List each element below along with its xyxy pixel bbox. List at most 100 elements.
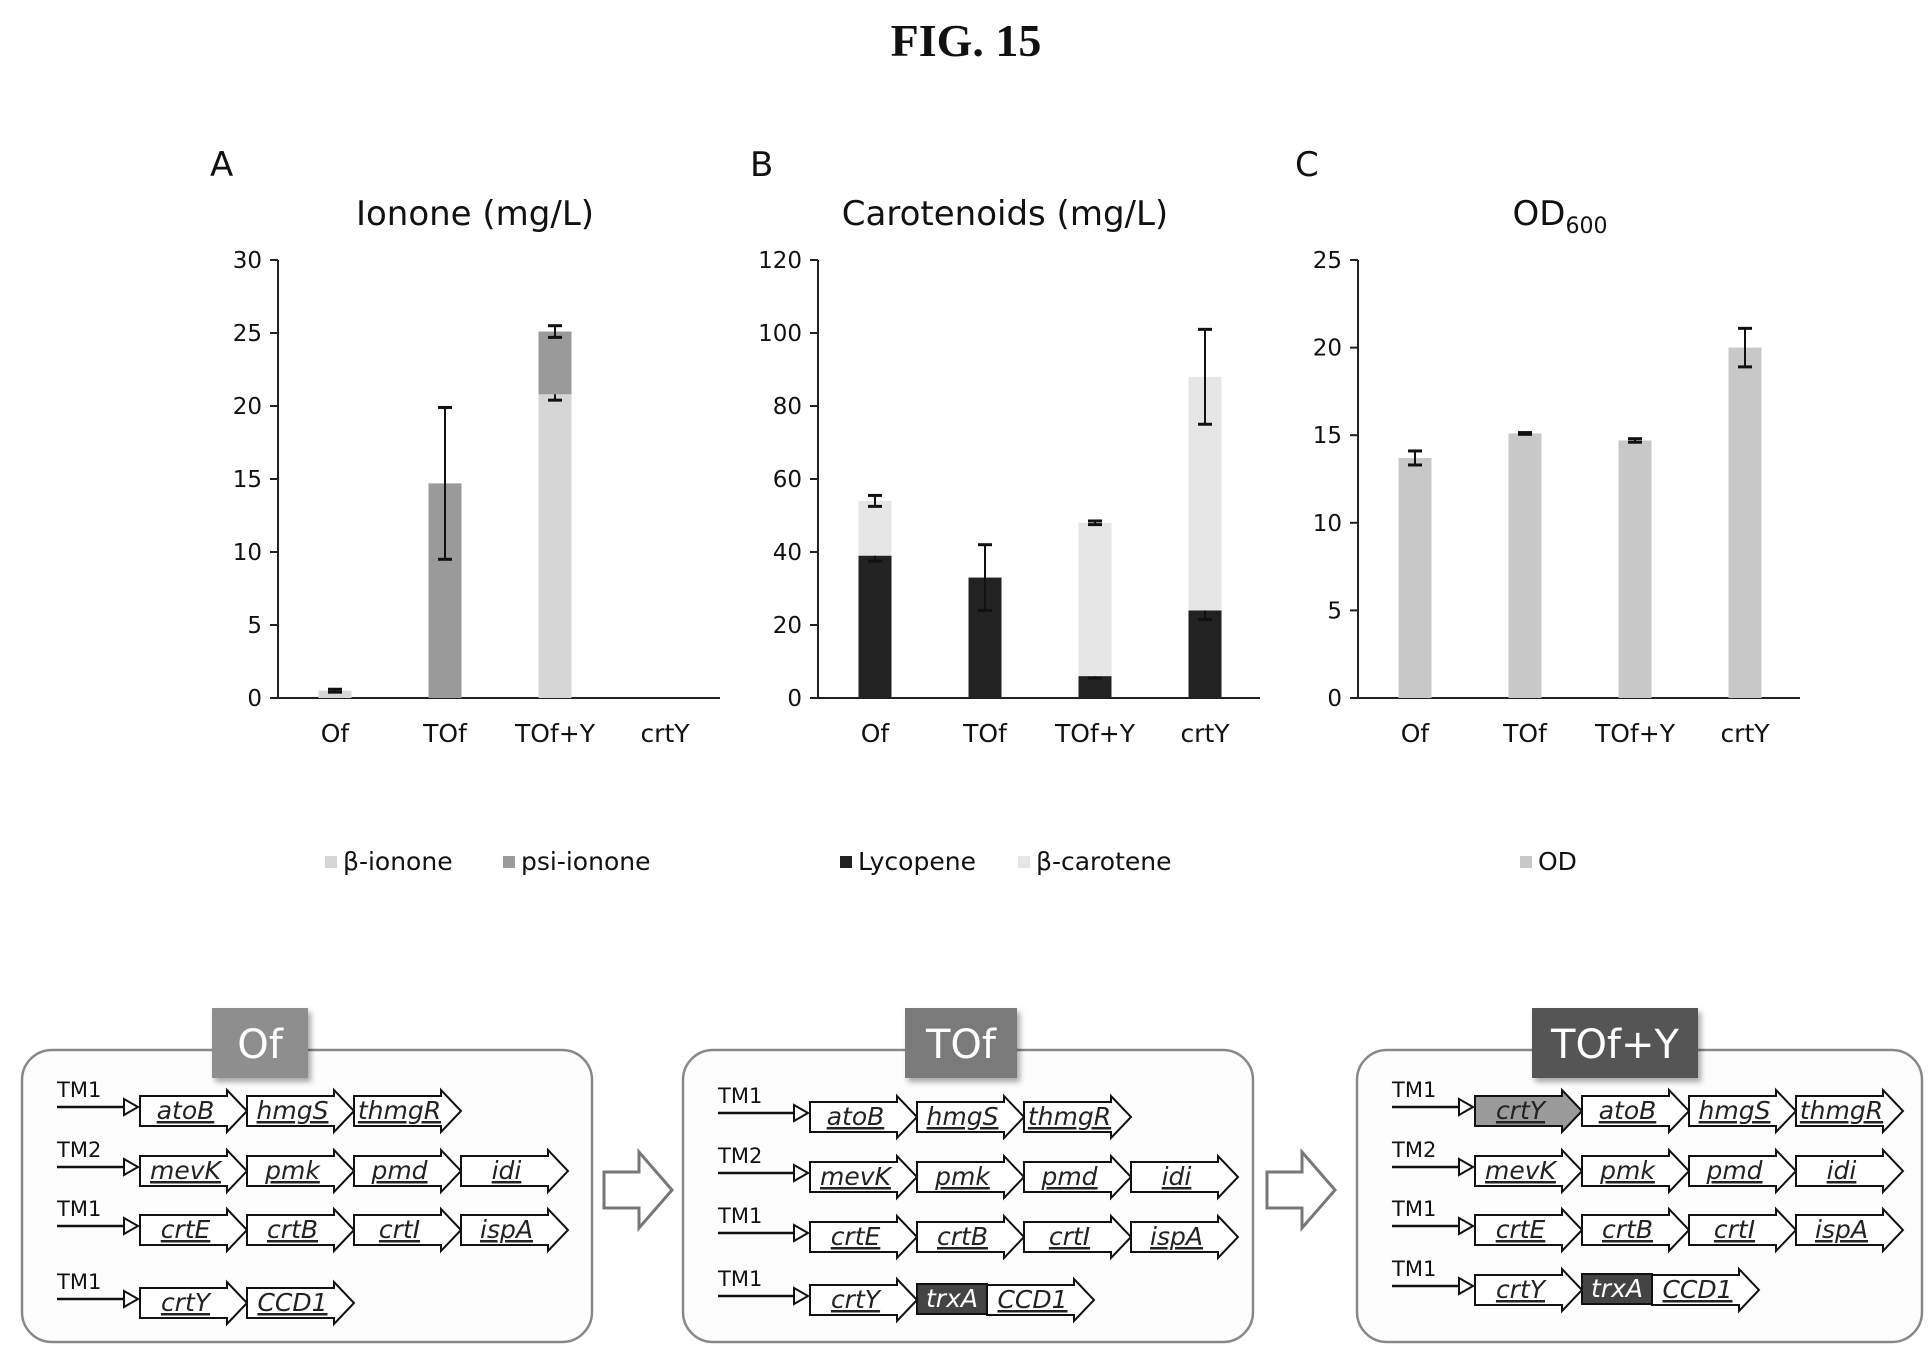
gene-label: atoB	[1599, 1096, 1657, 1125]
promoter-label: TM1	[56, 1197, 101, 1221]
strain-tag: Of	[212, 1008, 308, 1078]
legend-swatch	[1520, 856, 1532, 868]
gene-arrow	[1581, 1087, 1691, 1135]
gene-label: crtY	[1496, 1275, 1547, 1304]
y-tick-label: 0	[1327, 686, 1342, 712]
category-label: TOf	[962, 719, 1008, 748]
transition-arrow	[602, 1147, 674, 1233]
bar-c-0-0	[1398, 457, 1432, 698]
operon-row: TM2 mevK pmk pmd idi	[1391, 1138, 1905, 1195]
promoter-arrow	[123, 1289, 141, 1309]
y-tick-label: 20	[233, 394, 262, 420]
gene-arrow	[246, 1087, 356, 1135]
category-label: crtY	[1180, 719, 1230, 748]
bar-b-1-2	[1078, 522, 1112, 677]
category-label: Of	[1401, 719, 1431, 748]
panel-letter: B	[750, 145, 773, 185]
promoter-arrow	[123, 1097, 141, 1117]
promoter-label: TM2	[717, 1144, 762, 1168]
y-tick-label: 5	[1327, 598, 1342, 624]
promoter-label: TM2	[1391, 1138, 1436, 1162]
category-label: Of	[321, 719, 351, 748]
gene-label: mevK	[820, 1162, 894, 1191]
strain-tag: TOf	[905, 1008, 1017, 1078]
gene-arrow	[1688, 1206, 1798, 1254]
promoter-arrow	[1458, 1097, 1476, 1117]
legend-label: OD	[1538, 847, 1577, 876]
gene-arrow	[809, 1093, 919, 1141]
promoter-label: TM1	[1391, 1257, 1436, 1281]
gene-label: CCD1	[997, 1285, 1067, 1314]
promoter-arrow	[793, 1286, 811, 1306]
gene-label: idi	[1827, 1156, 1857, 1185]
gene-box-fused	[916, 1283, 988, 1315]
gene-label: mevK	[1485, 1156, 1559, 1185]
operon-row: TM1 crtY atoB hmgS thmgR	[1391, 1078, 1905, 1135]
category-label: TOf+Y	[514, 719, 596, 748]
legend-label: psi-ionone	[521, 847, 650, 876]
category-label: TOf	[1502, 719, 1548, 748]
gene-arrow	[1130, 1153, 1240, 1201]
gene-arrow	[139, 1147, 249, 1195]
legend-label: β-carotene	[1036, 847, 1171, 876]
gene-arrow	[1130, 1213, 1240, 1261]
operon-row: TM1 atoB hmgS thmgR	[717, 1084, 1133, 1141]
construct-panel-tof: TOf TM1 atoB hmgS thmgR TM2 mevK pmk pmd idi TM1 cr…	[681, 1008, 1255, 1344]
panel-letter: C	[1295, 145, 1319, 185]
y-tick-label: 10	[233, 540, 262, 566]
gene-arrow	[986, 1276, 1096, 1324]
gene-box-fused	[1581, 1273, 1653, 1305]
strain-tag-bg	[212, 1008, 308, 1078]
operon-row: TM1 crtY CCD1	[56, 1270, 356, 1327]
bar-a-1-2	[538, 331, 572, 395]
gene-arrow	[139, 1087, 249, 1135]
category-label: TOf+Y	[1594, 719, 1676, 748]
bar-a-0-2	[538, 394, 572, 698]
gene-label: trxA	[926, 1284, 978, 1313]
gene-label: thmgR	[358, 1096, 441, 1125]
gene-label: crtE	[831, 1222, 881, 1251]
gene-arrow	[246, 1279, 356, 1327]
gene-arrow	[1474, 1087, 1584, 1135]
bar-b-0-3	[1188, 610, 1222, 698]
promoter-label: TM1	[717, 1204, 762, 1228]
gene-label: crtE	[161, 1215, 211, 1244]
operon-row: TM2 mevK pmk pmd idi	[56, 1138, 570, 1195]
gene-label: thmgR	[1028, 1102, 1111, 1131]
gene-label: pmk	[934, 1162, 991, 1191]
strain-tag: TOf+Y	[1532, 1008, 1698, 1078]
gene-label: thmgR	[1800, 1096, 1883, 1125]
chart-title: Ionone (mg/L)	[356, 194, 594, 234]
gene-arrow	[1581, 1206, 1691, 1254]
gene-arrow	[1474, 1206, 1584, 1254]
chart-legend: OD	[1520, 847, 1577, 876]
y-tick-label: 100	[758, 321, 802, 347]
bar-c-0-2	[1618, 440, 1652, 698]
operon-row: TM1 atoB hmgS thmgR	[56, 1078, 463, 1135]
promoter-label: TM1	[56, 1078, 101, 1102]
gene-label: crtY	[831, 1285, 882, 1314]
y-tick-label: 15	[1313, 423, 1342, 449]
bar-b-0-0	[858, 555, 892, 698]
gene-arrow	[460, 1206, 570, 1254]
gene-label: crtI	[379, 1215, 420, 1244]
gene-label: crtI	[1714, 1215, 1755, 1244]
bar-a-0-0	[318, 690, 352, 698]
gene-label: trxA	[1591, 1274, 1643, 1303]
gene-arrow	[1474, 1147, 1584, 1195]
category-label: TOf+Y	[1054, 719, 1136, 748]
y-tick-label: 0	[787, 686, 802, 712]
gene-label: mevK	[150, 1156, 224, 1185]
constructs-layer: Of TM1 atoB hmgS thmgR TM2 mevK pmk pmd idi TM1 crt…	[20, 1008, 1924, 1344]
gene-label: pmd	[370, 1156, 427, 1185]
promoter-arrow	[793, 1223, 811, 1243]
chart-title: Carotenoids (mg/L)	[842, 194, 1168, 234]
gene-label: CCD1	[257, 1288, 327, 1317]
gene-arrow	[139, 1279, 249, 1327]
figure-title: FIG. 15	[890, 15, 1042, 66]
promoter-arrow	[1458, 1157, 1476, 1177]
legend-label: Lycopene	[858, 847, 976, 876]
chart-title: OD600	[1513, 194, 1608, 239]
gene-label: hmgS	[257, 1096, 329, 1125]
y-tick-label: 10	[1313, 511, 1342, 537]
